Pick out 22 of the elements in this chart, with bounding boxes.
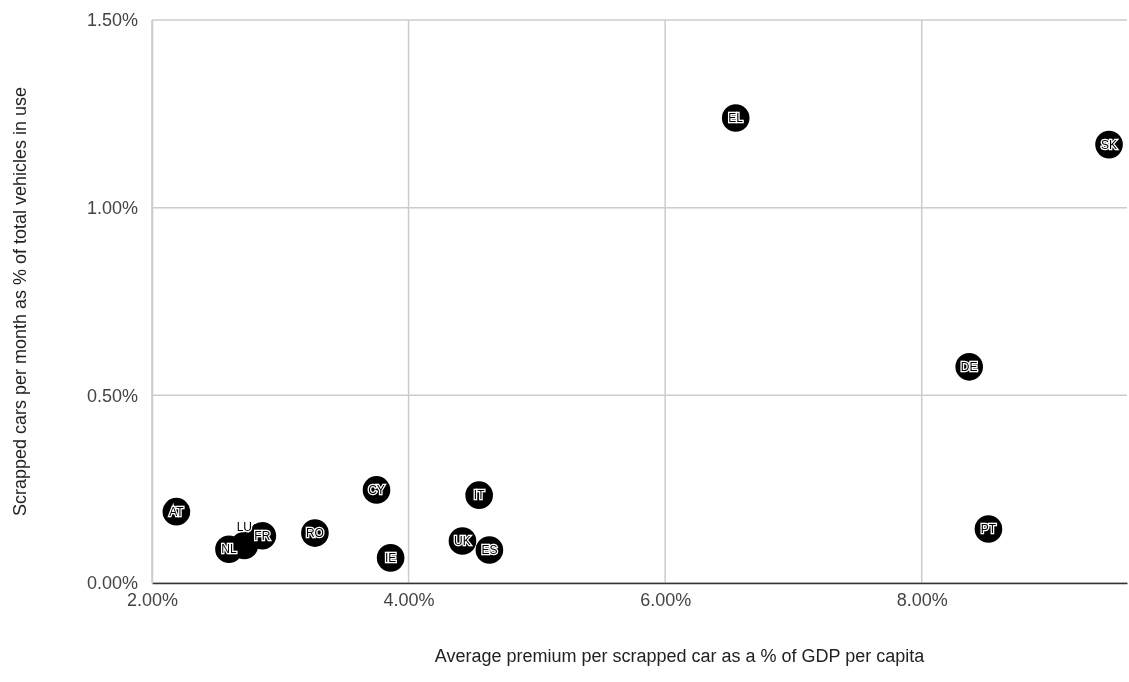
x-tick-label: 4.00%: [383, 589, 435, 610]
data-label: LU: [236, 520, 253, 535]
data-label: IT: [473, 488, 486, 503]
x-tick-label: 6.00%: [640, 589, 692, 610]
data-label: FR: [254, 528, 271, 543]
x-axis-title: Average premium per scrapped car as a % of GDP per capita: [434, 646, 926, 666]
data-label: DE: [960, 359, 978, 374]
y-tick-label: 1.50%: [86, 10, 138, 31]
data-label: AT: [169, 504, 185, 519]
data-label: RO: [305, 526, 324, 541]
data-label: NL: [221, 542, 237, 557]
y-tick-label: 1.00%: [86, 197, 138, 218]
data-label: SK: [1101, 137, 1118, 152]
data-label: PT: [980, 521, 997, 536]
data-label: ES: [481, 542, 498, 557]
data-label: UK: [454, 533, 471, 548]
data-label: IE: [384, 550, 397, 565]
y-tick-label: 0.50%: [86, 385, 138, 406]
data-label: EL: [728, 110, 744, 125]
x-tick-label: 8.00%: [896, 589, 948, 610]
data-label: CY: [368, 482, 385, 497]
y-axis-title: Scrapped cars per month as % of total vehicles in use: [10, 86, 30, 517]
